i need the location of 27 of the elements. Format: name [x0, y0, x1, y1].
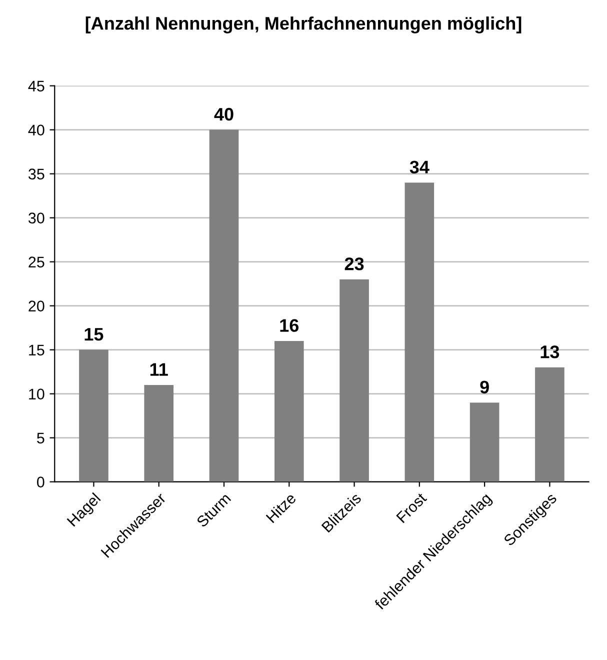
bar — [79, 350, 108, 482]
chart-title: [Anzahl Nennungen, Mehrfachnennungen möglich] — [86, 16, 522, 34]
data-label: 40 — [214, 108, 234, 121]
y-tick-label: 45 — [28, 80, 44, 92]
bar — [144, 385, 174, 482]
y-tick-label: 15 — [29, 344, 44, 356]
y-tick-label: 25 — [28, 256, 44, 268]
bar — [404, 182, 434, 482]
bar — [535, 367, 564, 482]
bar — [470, 402, 500, 482]
data-label: 23 — [344, 257, 364, 270]
y-tick-label: 30 — [28, 212, 44, 224]
data-label: 16 — [280, 319, 299, 332]
data-label: 9 — [480, 380, 489, 394]
data-label: 34 — [410, 160, 430, 174]
bar — [274, 341, 304, 482]
data-label: 15 — [84, 328, 104, 341]
y-tick-label: 20 — [28, 300, 44, 312]
bar — [209, 130, 239, 482]
data-label: 11 — [150, 363, 168, 376]
data-label: 13 — [540, 345, 560, 358]
y-tick-label: 40 — [28, 124, 44, 136]
bar — [340, 279, 369, 482]
y-tick-label: 0 — [37, 476, 44, 488]
y-tick-label: 35 — [28, 168, 44, 180]
y-tick-label: 10 — [29, 388, 44, 400]
y-tick-label: 5 — [37, 432, 44, 444]
